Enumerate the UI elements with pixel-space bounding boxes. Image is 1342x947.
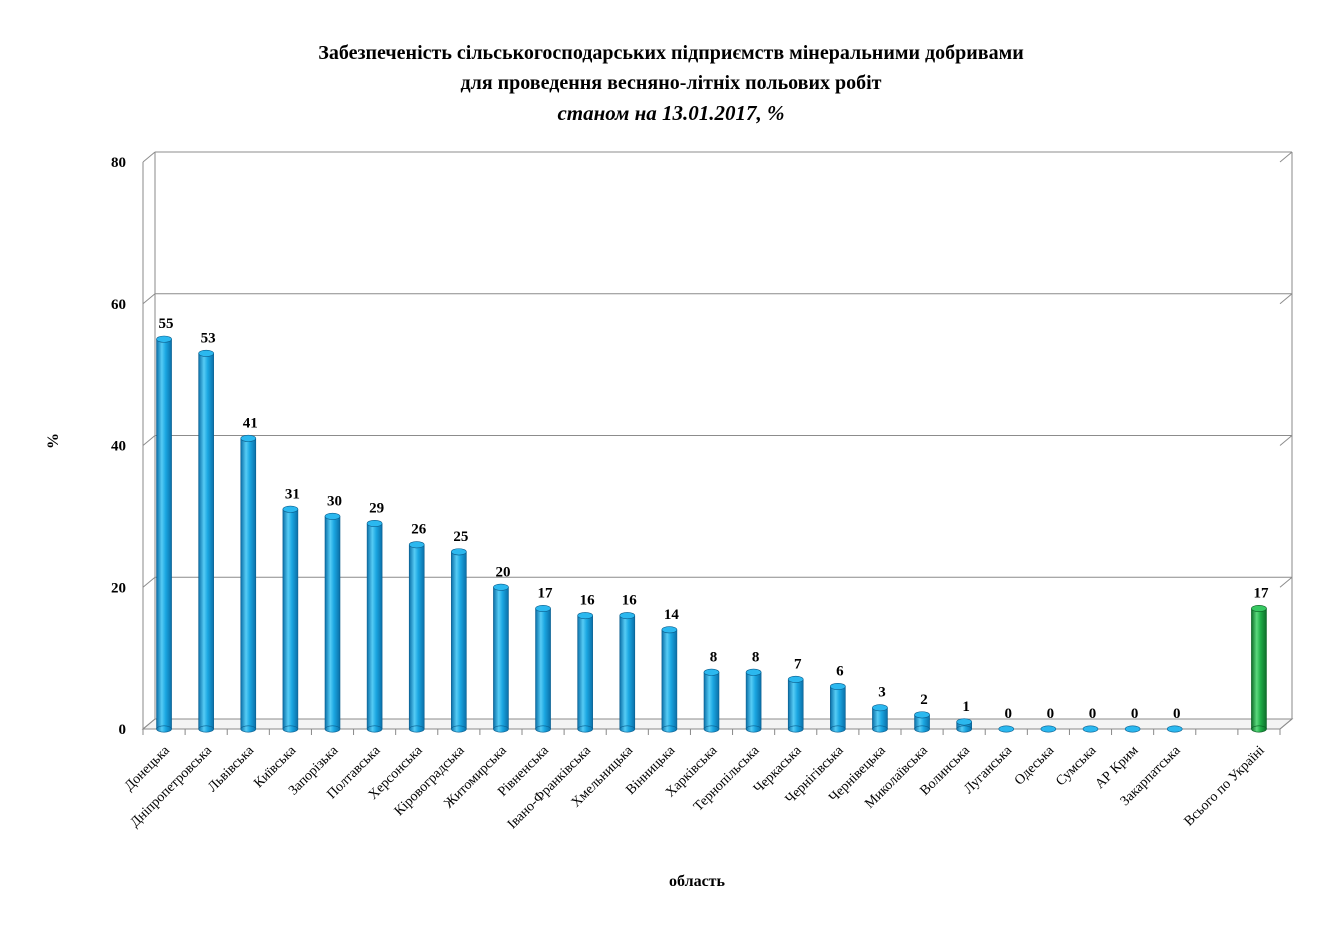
bars — [156, 335, 1267, 733]
data-label: 41 — [243, 415, 258, 431]
chart-subtitle: станом на 13.01.2017, % — [557, 101, 785, 125]
x-tick-label: Дніпропетровська — [128, 743, 216, 831]
data-label: 55 — [159, 316, 174, 332]
x-axis-label: область — [669, 873, 726, 890]
y-axis-label: % — [45, 433, 62, 449]
data-label: 14 — [664, 607, 680, 623]
data-label: 0 — [1005, 706, 1013, 722]
bar — [198, 349, 214, 733]
bar — [493, 583, 509, 733]
plot-frame — [141, 152, 1294, 730]
data-label: 0 — [1173, 706, 1181, 722]
bar — [998, 725, 1015, 733]
bar — [535, 605, 551, 733]
data-label: 31 — [285, 486, 300, 502]
data-label: 3 — [878, 685, 886, 701]
data-label: 30 — [327, 493, 342, 509]
bar — [956, 718, 972, 733]
bar — [240, 434, 257, 733]
bar — [914, 711, 930, 733]
bar — [1166, 725, 1183, 733]
y-tick-label: 20 — [111, 580, 126, 596]
grid-lines — [142, 151, 1293, 730]
data-label: 8 — [710, 649, 718, 665]
bar — [619, 612, 636, 733]
x-tick-label: Львівська — [205, 743, 257, 795]
x-axis-ticks: ДонецькаДніпропетровськаЛьвівськаКиївськ… — [122, 729, 1281, 832]
bar — [745, 668, 762, 733]
bar — [577, 612, 593, 733]
data-label: 16 — [580, 593, 596, 609]
bar — [1040, 725, 1057, 733]
bar — [408, 541, 425, 733]
bar — [366, 519, 383, 733]
data-label: 17 — [1253, 586, 1269, 602]
data-label: 2 — [920, 692, 928, 708]
bar — [1124, 725, 1141, 733]
data-label: 8 — [752, 649, 760, 665]
data-label: 0 — [1047, 706, 1055, 722]
y-axis-ticks: 0 20 40 60 80 — [111, 155, 126, 738]
data-label: 26 — [411, 522, 427, 538]
data-labels: 55 53 41 31 30 29 26 25 20 17 16 16 14 8 8 7 6 3 2 1 0 0 0 0 0 17 — [159, 316, 1269, 722]
chart-title-line2: для проведення весняно-літніх польових р… — [460, 72, 882, 94]
bar — [703, 668, 720, 733]
data-label: 7 — [794, 656, 802, 672]
bar — [787, 675, 804, 733]
bar — [1082, 725, 1099, 733]
bar — [282, 505, 299, 733]
data-label: 0 — [1131, 706, 1139, 722]
data-label: 25 — [453, 529, 468, 545]
data-label: 1 — [962, 699, 970, 715]
y-tick-label: 80 — [111, 155, 126, 171]
bar — [661, 626, 678, 733]
x-tick-label: Одеська — [1012, 743, 1058, 789]
data-label: 17 — [538, 586, 554, 602]
bar — [324, 512, 341, 733]
y-tick-label: 0 — [119, 722, 127, 738]
bar — [156, 335, 172, 733]
bar — [1251, 605, 1267, 733]
y-tick-label: 60 — [111, 297, 126, 313]
y-tick-label: 40 — [111, 439, 126, 455]
data-label: 20 — [495, 564, 510, 580]
data-label: 16 — [622, 593, 638, 609]
chart-title: Забезпеченість сільськогосподарських під… — [318, 42, 1024, 64]
bar — [451, 548, 467, 733]
data-label: 29 — [369, 500, 384, 516]
data-label: 0 — [1089, 706, 1097, 722]
bar — [830, 682, 846, 733]
data-label: 6 — [836, 663, 844, 679]
bar — [872, 704, 888, 733]
data-label: 53 — [201, 330, 216, 346]
x-tick-label: Всього по Україні — [1182, 743, 1268, 829]
